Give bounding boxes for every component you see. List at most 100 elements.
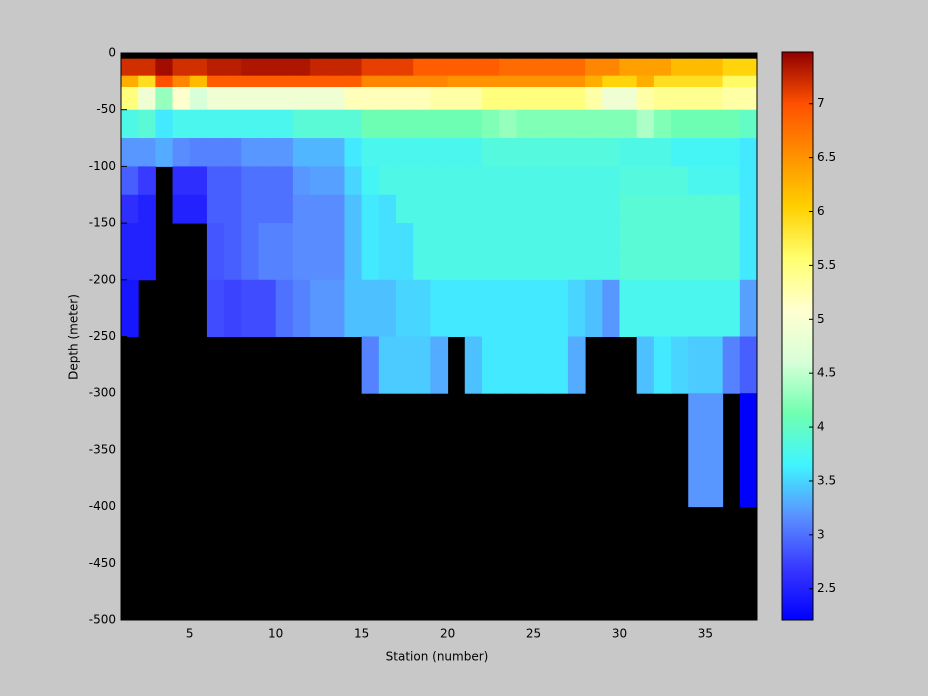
heat-cell (619, 58, 638, 77)
heat-cell (739, 393, 758, 508)
heat-cell (344, 58, 363, 77)
heat-cell (138, 251, 156, 281)
heat-cell (533, 251, 552, 281)
heat-cell (653, 109, 672, 139)
heat-cell (567, 87, 586, 111)
heat-cell (671, 166, 689, 196)
heat-cell (344, 75, 363, 88)
heat-cell (447, 87, 466, 111)
heat-cell (481, 138, 500, 167)
heat-cell (172, 166, 191, 196)
heat-cell (224, 251, 242, 281)
heat-cell (241, 166, 260, 196)
y-tick-label: -150 (89, 216, 116, 230)
heat-cell (155, 87, 174, 111)
heat-cell (602, 194, 620, 224)
heat-cell (671, 308, 689, 337)
heat-cell (206, 87, 225, 111)
heat-cell (292, 223, 311, 252)
heat-cell (138, 109, 156, 139)
heat-cell (327, 75, 345, 88)
heat-cell (361, 109, 380, 139)
heat-cell (327, 87, 345, 111)
heat-cell (550, 58, 569, 77)
heat-cell (481, 58, 500, 77)
heat-cell (327, 308, 345, 337)
heat-cell (206, 223, 225, 252)
heat-cell (361, 308, 380, 337)
heat-cell (396, 194, 414, 224)
heat-cell (241, 194, 260, 224)
heat-cell (189, 194, 208, 224)
heat-cell (121, 75, 139, 88)
heat-cell (430, 75, 449, 88)
heat-cell (688, 279, 706, 309)
heat-cell (585, 58, 603, 77)
heat-cell (121, 138, 139, 167)
heat-cell (636, 251, 655, 281)
heat-cell (206, 308, 225, 337)
heat-cell (396, 87, 414, 111)
heat-cell (619, 308, 638, 337)
heat-cell (499, 75, 517, 88)
heat-cell (499, 166, 517, 196)
heat-cell (430, 166, 449, 196)
heat-cell (464, 58, 483, 77)
heat-cell (396, 223, 414, 252)
heat-cell (619, 75, 638, 88)
heat-cell (275, 308, 294, 337)
heat-cell (516, 58, 535, 77)
heat-cell (671, 336, 689, 394)
colorbar-tick-label: 4.5 (817, 366, 836, 380)
heat-cell (361, 138, 380, 167)
heat-cell (688, 166, 706, 196)
heat-cell (258, 223, 277, 252)
heat-cell (705, 279, 724, 309)
heat-cell (722, 194, 741, 224)
heat-cell (396, 58, 414, 77)
heat-cell (275, 138, 294, 167)
heat-cell (671, 138, 689, 167)
heat-cell (739, 194, 758, 224)
heat-cell (206, 279, 225, 309)
heat-cell (361, 223, 380, 252)
heat-cell (533, 308, 552, 337)
heat-cell (688, 75, 706, 88)
heat-cell (688, 58, 706, 77)
heat-cell (619, 138, 638, 167)
heat-cell (653, 194, 672, 224)
colorbar-tick-label: 5.5 (817, 258, 836, 272)
heat-cell (585, 308, 603, 337)
heat-cell (705, 194, 724, 224)
x-tick-label: 20 (440, 627, 455, 641)
heat-cell (396, 279, 414, 309)
heat-cell (688, 308, 706, 337)
heat-cell (344, 87, 363, 111)
heat-cell (671, 279, 689, 309)
heat-cell (378, 223, 397, 252)
heat-cell (396, 138, 414, 167)
x-tick-label: 10 (268, 627, 283, 641)
heat-cell (378, 308, 397, 337)
heat-cell (447, 251, 466, 281)
heat-cell (602, 75, 620, 88)
heat-cell (224, 109, 242, 139)
heat-cell (447, 279, 466, 309)
heat-cell (705, 308, 724, 337)
heat-cell (378, 251, 397, 281)
heat-cell (464, 194, 483, 224)
heat-cell (722, 308, 741, 337)
heat-cell (378, 109, 397, 139)
heat-cell (567, 336, 586, 394)
heat-cell (155, 75, 174, 88)
heat-cell (275, 75, 294, 88)
y-tick-label: -50 (96, 102, 116, 116)
heat-cell (327, 166, 345, 196)
heat-cell (516, 279, 535, 309)
y-axis-label: Depth (meter) (67, 294, 81, 380)
heat-cell (533, 166, 552, 196)
heat-cell (310, 87, 328, 111)
colorbar-tick-label: 6.5 (817, 150, 836, 164)
heat-cell (671, 194, 689, 224)
heat-cell (602, 251, 620, 281)
